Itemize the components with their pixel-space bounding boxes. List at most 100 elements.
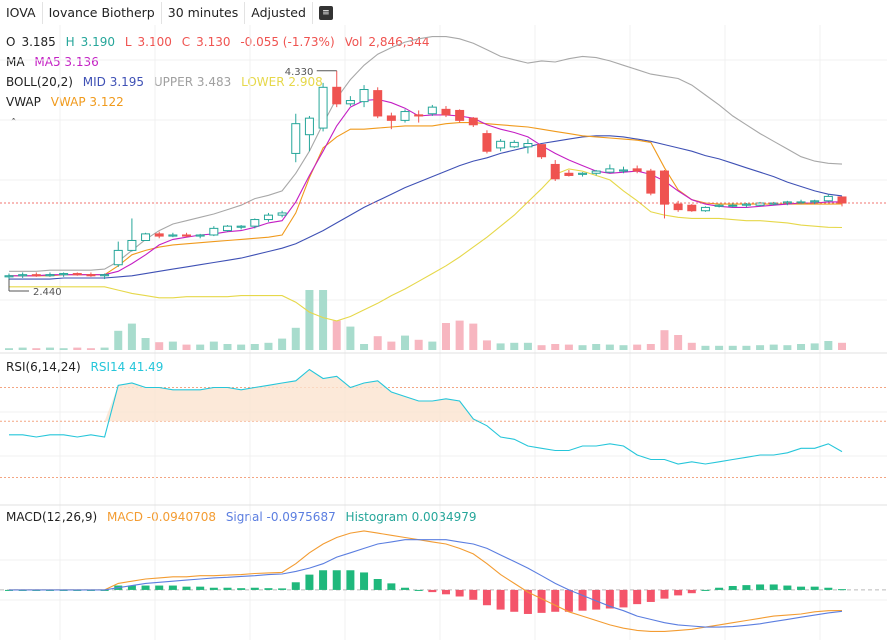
volume-bar (674, 335, 683, 350)
symbol-label[interactable]: IOVA (0, 2, 43, 24)
macd-histogram-bar (824, 587, 833, 590)
boll-upper-line (9, 36, 843, 272)
macd-histogram-bar (838, 589, 846, 591)
ma-legend[interactable]: MA MA5 3.136 (6, 55, 105, 69)
vwap-label: VWAP (6, 95, 41, 109)
candle-body (523, 143, 533, 148)
candle-body (127, 239, 137, 251)
macd-legend[interactable]: MACD(12,26,9) MACD -0.0940708 Signal -0.… (6, 510, 483, 524)
boll-legend[interactable]: BOLL(20,2) MID 3.195 UPPER 3.483 LOWER 2… (6, 75, 329, 89)
macd-histogram-bar (360, 572, 369, 590)
candle-body (113, 249, 123, 266)
volume-bar (346, 326, 355, 350)
macd-histogram-bar (537, 589, 546, 613)
candle-body (72, 273, 82, 276)
candle-body (4, 275, 14, 278)
volume-bar (687, 342, 696, 350)
macd-histogram-bar (482, 589, 491, 606)
candle-body (332, 86, 342, 105)
interval-selector[interactable]: 30 minutes (162, 2, 246, 24)
candle-body (250, 219, 260, 227)
low-label: L (124, 35, 132, 49)
candle-body (578, 172, 588, 175)
macd-histogram-bar (319, 570, 328, 590)
macd-histogram-bar (278, 588, 287, 590)
candle-body (673, 203, 683, 211)
volume-bar (373, 336, 382, 350)
candle-body (700, 206, 710, 212)
collapse-legend-icon[interactable]: ⌃ (9, 116, 19, 129)
candle-body (496, 140, 506, 149)
volume-bar (387, 341, 396, 350)
volume-bar (797, 344, 806, 350)
macd-histogram-bar (646, 589, 655, 602)
volume-bar (810, 343, 819, 350)
candle-body (837, 196, 847, 204)
high-marker-label: 4.330 (285, 67, 314, 78)
boll-mid-line (9, 135, 843, 280)
high-label: H (65, 35, 75, 49)
volume-bar (250, 344, 259, 350)
volume-bar (619, 345, 628, 350)
macd-histogram-bar (578, 589, 587, 611)
ma-label: MA (6, 55, 25, 69)
volume-bar (455, 320, 464, 350)
macd-histogram-bar (168, 585, 177, 590)
adjust-selector[interactable]: Adjusted (245, 2, 313, 24)
candle-body (86, 274, 96, 277)
candle-body (359, 89, 369, 103)
candle-body (373, 90, 383, 117)
volume-bar (305, 290, 314, 350)
macd-histogram-bar (264, 588, 273, 590)
signal-value: Signal -0.0975687 (225, 510, 336, 524)
volume-bar (551, 344, 560, 350)
macd-histogram-bar (182, 586, 191, 590)
volume-bar (605, 344, 614, 350)
open-label: O (6, 35, 16, 49)
macd-histogram-bar (783, 585, 792, 590)
volume-value: 2,846,344 (368, 35, 430, 49)
macd-histogram-bar (523, 589, 532, 614)
candle-body (564, 172, 574, 176)
candle-body (482, 133, 492, 152)
volume-bar (728, 345, 737, 350)
volume-bar (360, 344, 369, 350)
macd-histogram-bar (701, 589, 710, 591)
change-value: -0.055 (-1.73%) (240, 35, 335, 49)
candle-body (100, 274, 110, 277)
candle-body (141, 233, 151, 241)
candle-body (263, 214, 273, 221)
candle-body (605, 168, 615, 173)
company-name[interactable]: Iovance Biotherp (43, 2, 162, 24)
rsi-legend[interactable]: RSI(6,14,24) RSI14 41.49 (6, 360, 169, 374)
volume-bar (182, 344, 191, 350)
volume-bar (86, 348, 95, 350)
candle-body (222, 225, 232, 232)
candle-body (659, 170, 669, 205)
low-marker-label: 2.440 (33, 287, 62, 298)
macd-histogram-bar (127, 585, 136, 590)
vwap-legend[interactable]: VWAP VWAP 3.122 (6, 95, 130, 109)
candle-body (59, 273, 69, 276)
volume-bar (401, 335, 410, 350)
signal-line (9, 539, 843, 628)
macd-histogram-bar (441, 589, 450, 595)
macd-histogram-bar (428, 589, 437, 593)
list-icon[interactable]: ≡ (318, 6, 333, 20)
candle-body (550, 163, 560, 180)
volume-bar (237, 344, 246, 350)
close-label: C (181, 35, 191, 49)
volume-bar (441, 323, 450, 350)
candle-body (468, 117, 478, 126)
volume-bar (278, 338, 287, 350)
candle-body (823, 195, 833, 202)
macd-histogram-bar (332, 570, 341, 590)
candle-body (509, 141, 519, 148)
volume-bar (769, 344, 778, 350)
candle-body (45, 274, 55, 277)
macd-histogram-bar (810, 586, 819, 590)
volume-bar (564, 344, 573, 350)
open-value: 3.185 (21, 35, 56, 49)
macd-histogram-bar (305, 574, 314, 590)
